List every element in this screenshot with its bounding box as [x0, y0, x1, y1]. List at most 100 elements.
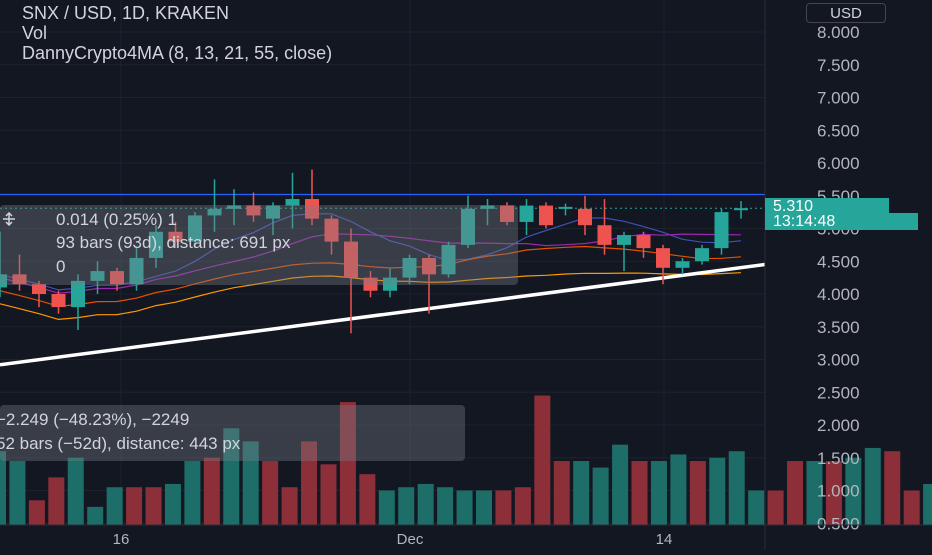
volume-bar [923, 483, 932, 525]
y-tick-label: 0.500 [817, 514, 860, 533]
y-tick-label: 2.000 [817, 416, 860, 435]
volume-bar [864, 447, 881, 525]
volume-bar [106, 487, 123, 525]
y-tick-label: 4.500 [817, 252, 860, 271]
candle-body [32, 284, 46, 294]
x-tick-label: Dec [397, 531, 424, 548]
volume-bar [359, 474, 376, 525]
candle-body [363, 277, 378, 291]
candle-body [71, 280, 85, 308]
drawing-overlays[interactable] [0, 193, 766, 367]
candle-body [51, 294, 66, 308]
volume-bar [884, 451, 901, 525]
measure-box-lower[interactable]: −2.249 (−48.23%), −2249 52 bars (−52d), … [0, 405, 465, 461]
trend-line[interactable] [0, 262, 766, 367]
candle-body [227, 205, 241, 209]
volume-bar [553, 461, 570, 525]
volume-bar [126, 487, 143, 525]
candle-body [90, 271, 105, 281]
volume-bar [223, 428, 240, 525]
candle-body [617, 235, 631, 245]
candle-body [519, 205, 534, 222]
volume-bar [164, 483, 181, 525]
candle-body [383, 277, 397, 291]
volume-bar [476, 490, 492, 525]
candle-body [110, 271, 124, 285]
candle-body [0, 274, 7, 288]
volume-bar [573, 461, 590, 525]
volume-bar [378, 490, 395, 525]
currency-button[interactable]: USD [806, 3, 886, 23]
candle-body [402, 257, 417, 278]
candle-body [636, 235, 651, 249]
candle-body [266, 205, 280, 219]
candle-body [597, 225, 612, 245]
symbol-title[interactable]: SNX / USD, 1D, KRAKEN [22, 3, 230, 23]
candle-body [675, 261, 690, 268]
measure-lower-bars-distance: 52 bars (−52d), distance: 443 px [0, 434, 241, 453]
volume-bar [145, 487, 162, 525]
x-tick-label: 16 [113, 531, 130, 548]
candle-body [461, 208, 475, 245]
ma-line-21 [0, 245, 742, 307]
volume-bars [0, 395, 932, 525]
candle-body [578, 208, 592, 226]
volume-bar [67, 457, 84, 525]
y-tick-label: 7.000 [817, 89, 860, 108]
volume-bar [825, 461, 842, 525]
candle-body [149, 231, 163, 258]
y-tick-label: 3.000 [817, 351, 860, 370]
x-tick-label: 14 [656, 531, 673, 548]
candle-body [539, 205, 553, 226]
volume-bar [184, 461, 201, 525]
time-axis[interactable]: 16 Dec 14 [0, 524, 932, 548]
candle-countdown-tag: 13:14:48 [765, 213, 918, 230]
measure-box-upper[interactable]: 0.014 (0.25%) 1 93 bars (93d), distance:… [0, 205, 518, 285]
measure-upper-price-change: 0.014 (0.25%) 1 [56, 210, 177, 229]
y-tick-label: 8.000 [817, 23, 860, 42]
y-tick-label: 3.500 [817, 318, 860, 337]
volume-bar [339, 402, 356, 525]
volume-bar [534, 395, 551, 525]
y-tick-label: 1.500 [817, 449, 860, 468]
volume-bar [514, 487, 531, 525]
volume-bar [806, 461, 823, 525]
candle-body [558, 206, 573, 209]
y-tick-label: 6.500 [817, 121, 860, 140]
volume-bar [845, 457, 862, 525]
volume-bar [631, 461, 648, 525]
volume-bar [301, 441, 318, 525]
y-tick-label: 6.000 [817, 154, 860, 173]
volume-bar [650, 461, 667, 525]
price-axis[interactable]: 8.0007.5007.0006.5006.0005.5005.0004.500… [764, 0, 860, 550]
candle-body [246, 205, 261, 216]
volume-bar [670, 454, 687, 525]
chart-legend: SNX / USD, 1D, KRAKEN Vol DannyCrypto4MA… [22, 3, 332, 63]
volume-bar [689, 461, 706, 525]
volume-label[interactable]: Vol [22, 23, 48, 43]
candle-body [324, 218, 339, 242]
candle-body [656, 248, 670, 268]
candle-body [129, 257, 144, 285]
ma-indicator-label[interactable]: DannyCrypto4MA (8, 13, 21, 55, close) [22, 43, 333, 63]
volume-bar [9, 461, 26, 525]
y-tick-label: 4.000 [817, 285, 860, 304]
y-tick-label: 7.500 [817, 56, 860, 75]
candle-body [695, 248, 709, 262]
last-price-tag: 5.310 [765, 198, 889, 215]
candle-body [12, 274, 27, 285]
volume-bar [87, 506, 104, 525]
volume-bar [728, 451, 745, 525]
candle-body [480, 205, 495, 209]
volume-bar [592, 467, 609, 525]
volume-bar [612, 444, 629, 525]
measure-lower-price-change: −2.249 (−48.23%), −2249 [0, 410, 190, 429]
measure-icon [3, 212, 15, 226]
volume-bar [48, 477, 65, 525]
candlesticks [0, 169, 748, 334]
volume-bar [0, 451, 6, 525]
candle-body [285, 199, 300, 206]
candle-body [441, 244, 456, 275]
